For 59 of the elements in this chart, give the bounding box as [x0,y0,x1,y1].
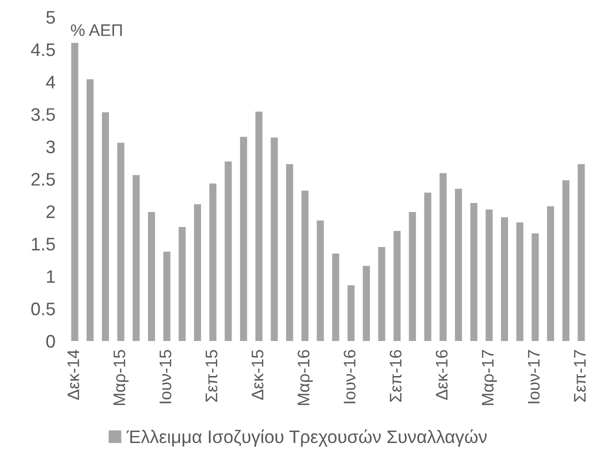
bar [486,209,493,341]
bar [240,136,248,341]
bar [470,202,478,341]
bar [454,188,462,341]
y-tick-label: 2 [46,205,55,218]
y-tick-label: 5 [46,11,55,24]
bar [408,212,416,341]
bar [378,247,386,341]
x-tick-label: Σεπ-17 [574,350,586,402]
bar [270,138,278,341]
bar [440,173,447,341]
bar [209,184,216,341]
y-tick-label: 0.5 [31,302,55,316]
bar [224,162,232,341]
bar [117,142,124,341]
bar [424,192,432,341]
bar [102,112,109,341]
bar [578,164,585,341]
bar [347,285,355,341]
y-tick-label: 0 [46,334,55,348]
bar [286,164,294,341]
y-tick-label: 1.5 [32,238,55,251]
x-tick-label: Ιουν-17 [528,350,540,404]
x-tick-label: Σεπ-15 [206,350,218,402]
bar [332,254,340,341]
y-tick-label: 1 [47,270,55,283]
bar [178,226,186,341]
bar [301,190,309,341]
bar [547,206,554,341]
bar [500,217,508,341]
bar [132,175,140,341]
x-tick-label: Δεκ-16 [436,350,448,400]
bar [163,252,170,341]
y-tick-label: 3.5 [31,108,55,121]
bar [148,212,156,341]
y-tick-label: 3 [46,140,55,154]
bar [194,204,202,341]
bar [362,266,370,341]
bar [71,42,78,341]
bar [316,220,324,341]
bar [516,222,524,341]
bar [86,79,94,341]
x-tick-label: Ιουν-16 [344,350,356,404]
y-axis-title: % ΑΕΠ [70,24,122,36]
bar [255,112,262,341]
x-tick-label: Μαρ-16 [298,350,313,406]
x-tick-label: Μαρ-17 [482,350,497,406]
x-tick-label: Δεκ-14 [68,350,80,400]
bar [394,230,401,341]
x-tick-label: Σεπ-16 [390,350,402,402]
bar [532,233,539,341]
y-tick-label: 4 [46,76,56,88]
y-tick-label: 2.5 [31,172,55,186]
legend-label: Έλλειμμα Ισοζυγίου Τρεχουσών Συναλλαγών [126,429,487,447]
x-tick-label: Δεκ-15 [252,350,264,400]
bar [562,180,570,341]
x-tick-label: Ιουν-15 [160,350,172,404]
y-tick-label: 4.5 [30,44,55,56]
x-tick-label: Μαρ-15 [114,350,129,406]
